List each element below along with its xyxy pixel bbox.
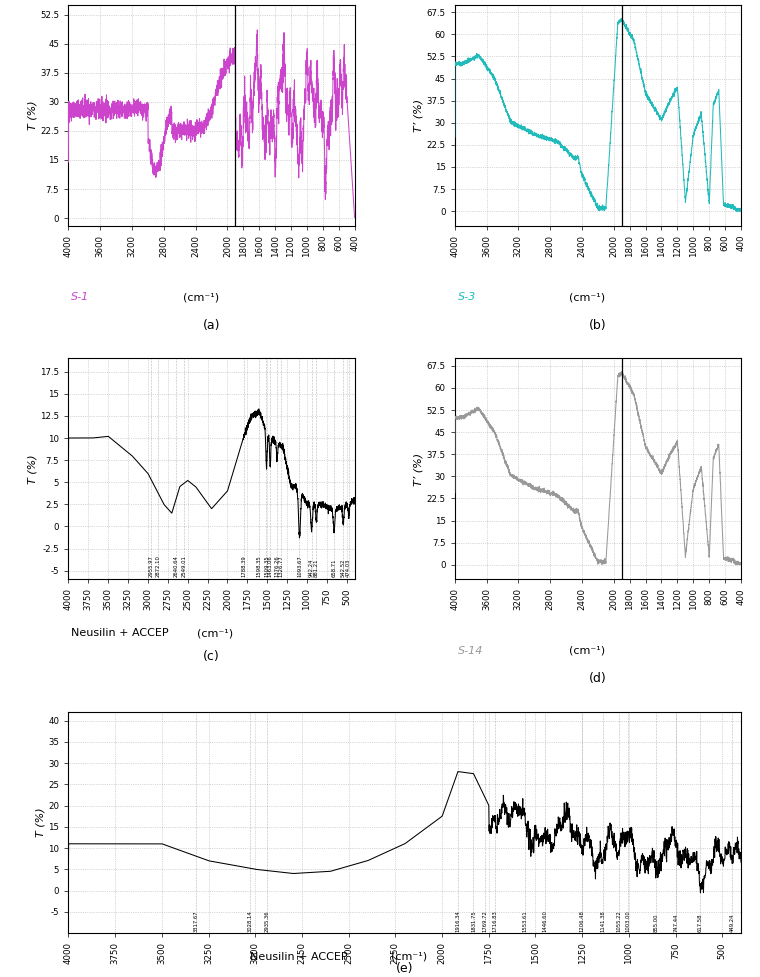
Text: 942.24: 942.24 (309, 558, 314, 576)
Text: 1463.06: 1463.06 (268, 555, 273, 576)
Text: 542.52: 542.52 (340, 558, 346, 576)
Text: Neusilin + ACCEP: Neusilin + ACCEP (250, 952, 347, 961)
Text: S-14: S-14 (458, 646, 483, 656)
Text: 1598.35: 1598.35 (257, 555, 261, 576)
Text: 617.58: 617.58 (698, 913, 703, 932)
Text: (cm⁻¹): (cm⁻¹) (569, 292, 606, 302)
Text: 2935.36: 2935.36 (265, 911, 270, 932)
Text: 1553.61: 1553.61 (523, 910, 528, 932)
Text: 1141.38: 1141.38 (600, 910, 605, 932)
Text: 1376.26: 1376.26 (274, 555, 280, 576)
Text: S-1: S-1 (71, 292, 90, 302)
Text: 1916.34: 1916.34 (455, 910, 461, 932)
Text: 658.71: 658.71 (331, 558, 337, 576)
Text: Neusilin + ACCEP: Neusilin + ACCEP (71, 628, 169, 638)
Text: (cm⁻¹): (cm⁻¹) (197, 628, 233, 638)
Y-axis label: T’ (%): T’ (%) (414, 99, 424, 132)
Text: (cm⁻¹): (cm⁻¹) (183, 292, 219, 302)
Text: (e): (e) (396, 961, 413, 975)
Text: 747.44: 747.44 (673, 913, 679, 932)
Text: 881.21: 881.21 (314, 558, 319, 576)
Text: S-3: S-3 (458, 292, 476, 302)
Text: (d): (d) (589, 672, 606, 685)
Text: 1326.77: 1326.77 (278, 555, 283, 576)
Text: (a): (a) (203, 319, 220, 331)
Text: 1003.00: 1003.00 (625, 910, 631, 932)
Text: 449.24: 449.24 (730, 913, 734, 932)
Text: 2549.01: 2549.01 (181, 555, 186, 576)
Text: 1716.83: 1716.83 (492, 910, 498, 932)
Text: 1055.22: 1055.22 (616, 910, 621, 932)
Text: 855.00: 855.00 (654, 913, 658, 932)
Text: 3317.67: 3317.67 (193, 911, 198, 932)
Text: 1206.48: 1206.48 (580, 910, 584, 932)
Text: 2955.97: 2955.97 (149, 555, 154, 576)
Text: 1831.75: 1831.75 (471, 910, 476, 932)
Text: 3028.14: 3028.14 (248, 910, 252, 932)
Text: 1769.72: 1769.72 (483, 910, 487, 932)
Text: 1509.35: 1509.35 (264, 555, 269, 576)
Y-axis label: T (%): T (%) (36, 808, 46, 837)
Text: 1446.60: 1446.60 (543, 910, 548, 932)
Text: (cm⁻¹): (cm⁻¹) (391, 952, 427, 961)
Text: 1093.67: 1093.67 (297, 555, 302, 576)
Y-axis label: T (%): T (%) (27, 454, 37, 484)
Text: (cm⁻¹): (cm⁻¹) (569, 646, 606, 656)
Text: (c): (c) (203, 650, 220, 663)
Y-axis label: T (%): T (%) (27, 101, 37, 130)
Text: 2872.10: 2872.10 (156, 555, 160, 576)
Text: (b): (b) (589, 319, 606, 331)
Y-axis label: T’ (%): T’ (%) (414, 452, 424, 486)
Text: 474.03: 474.03 (347, 559, 351, 576)
Text: 2640.64: 2640.64 (174, 555, 179, 576)
Text: 1788.39: 1788.39 (242, 555, 247, 576)
